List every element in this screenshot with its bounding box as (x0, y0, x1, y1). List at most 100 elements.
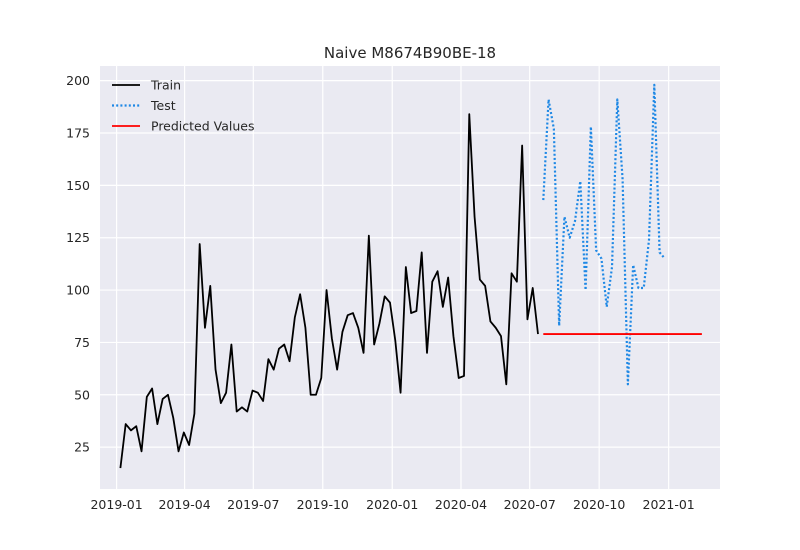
data-point (574, 220, 575, 221)
data-point (432, 281, 433, 282)
data-point (500, 336, 501, 337)
y-tick-label: 200 (66, 73, 90, 88)
plot-area (100, 66, 720, 489)
x-tick-label: 2019-04 (158, 497, 210, 512)
data-point (559, 325, 560, 326)
data-point (125, 423, 126, 424)
data-point (537, 333, 538, 334)
x-tick-label: 2020-07 (504, 497, 556, 512)
series-test (542, 83, 666, 386)
x-tick-label: 2019-01 (90, 497, 142, 512)
data-point (596, 250, 597, 251)
y-axis: 25 50 75 100 125 150 175 200 (66, 73, 90, 454)
data-point (315, 394, 316, 395)
data-point (701, 333, 702, 334)
data-point (337, 369, 338, 370)
data-point (411, 312, 412, 313)
data-point (611, 266, 612, 267)
data-point (300, 294, 301, 295)
data-point (146, 396, 147, 397)
data-point (204, 327, 205, 328)
data-point (659, 252, 660, 253)
data-point (543, 199, 544, 200)
data-point (495, 327, 496, 328)
y-tick-label: 125 (66, 230, 90, 245)
data-point (263, 400, 264, 401)
series-layer (119, 83, 702, 469)
data-point (120, 467, 121, 468)
data-point (273, 369, 274, 370)
data-point (321, 377, 322, 378)
y-tick-label: 100 (66, 283, 90, 298)
data-point (648, 239, 649, 240)
data-point (426, 352, 427, 353)
data-point (506, 384, 507, 385)
data-point (400, 392, 401, 393)
data-point (368, 235, 369, 236)
y-tick-label: 25 (74, 440, 90, 455)
data-point (421, 252, 422, 253)
data-point (479, 279, 480, 280)
legend: Train Test Predicted Values (112, 78, 255, 134)
data-point (289, 361, 290, 362)
data-point (395, 340, 396, 341)
y-tick-label: 50 (74, 387, 90, 402)
data-point (326, 289, 327, 290)
data-point (463, 375, 464, 376)
x-tick-label: 2021-01 (643, 497, 695, 512)
data-point (257, 392, 258, 393)
data-point (569, 237, 570, 238)
series-predicted-values (543, 333, 702, 335)
data-point (522, 145, 523, 146)
data-point (580, 181, 581, 182)
data-point (305, 327, 306, 328)
data-point (141, 451, 142, 452)
data-point (490, 321, 491, 322)
y-tick-label: 150 (66, 178, 90, 193)
data-point (352, 312, 353, 313)
data-point (162, 398, 163, 399)
x-tick-label: 2019-10 (297, 497, 349, 512)
data-point (389, 302, 390, 303)
data-point (363, 352, 364, 353)
data-point (294, 317, 295, 318)
data-point (553, 128, 554, 129)
y-tick-label: 75 (74, 335, 90, 350)
data-point (664, 258, 665, 259)
data-point (606, 306, 607, 307)
data-point (448, 277, 449, 278)
data-point (643, 287, 644, 288)
data-point (347, 315, 348, 316)
legend-label: Train (150, 78, 181, 93)
data-point (617, 99, 618, 100)
data-point (564, 216, 565, 217)
data-point (601, 258, 602, 259)
data-point (189, 444, 190, 445)
x-tick-label: 2020-01 (366, 497, 418, 512)
data-point (622, 178, 623, 179)
data-point (516, 281, 517, 282)
data-point (379, 323, 380, 324)
data-point (485, 285, 486, 286)
data-point (416, 310, 417, 311)
data-point (585, 289, 586, 290)
data-point (638, 287, 639, 288)
data-point (511, 273, 512, 274)
x-tick-label: 2020-04 (435, 497, 487, 512)
data-point (241, 407, 242, 408)
data-point (310, 394, 311, 395)
data-point (157, 423, 158, 424)
data-point (374, 344, 375, 345)
data-point (453, 336, 454, 337)
series-line (542, 83, 666, 386)
data-point (210, 285, 211, 286)
data-point (226, 392, 227, 393)
chart-title: Naive M8674B90BE-18 (324, 44, 496, 62)
data-point (284, 344, 285, 345)
data-point (278, 348, 279, 349)
data-point (384, 296, 385, 297)
data-point (627, 384, 628, 385)
data-point (633, 264, 634, 265)
data-point (442, 306, 443, 307)
